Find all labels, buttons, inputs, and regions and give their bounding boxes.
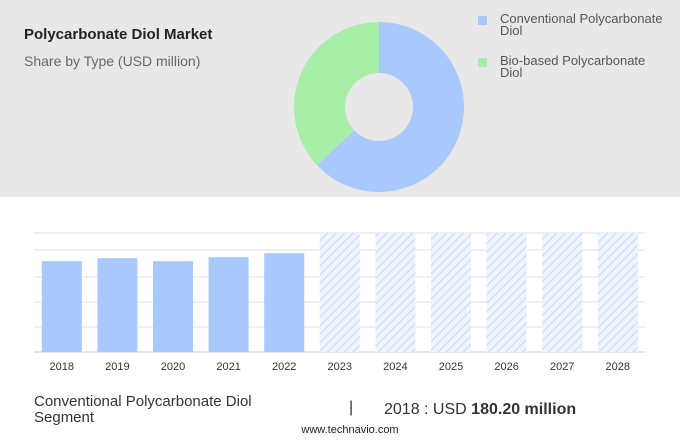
bar bbox=[97, 258, 138, 352]
x-tick-label: 2028 bbox=[606, 361, 630, 373]
forecast-placeholder bbox=[542, 233, 583, 352]
x-tick-label: 2020 bbox=[161, 361, 185, 373]
forecast-placeholder bbox=[375, 233, 416, 352]
x-tick-label: 2021 bbox=[216, 361, 240, 373]
x-tick-label: 2024 bbox=[383, 361, 407, 373]
footer-value: 2018 : USD 180.20 million bbox=[384, 401, 576, 419]
x-tick-label: 2025 bbox=[439, 361, 463, 373]
x-tick-label: 2023 bbox=[328, 361, 352, 373]
legend-swatch bbox=[478, 58, 487, 67]
legend-swatch bbox=[478, 16, 487, 25]
x-tick-label: 2026 bbox=[494, 361, 518, 373]
bar bbox=[41, 261, 82, 352]
bar bbox=[264, 253, 305, 352]
legend-label: Bio-based Polycarbonate Diol bbox=[500, 53, 646, 80]
x-tick-label: 2027 bbox=[550, 361, 574, 373]
bar bbox=[208, 257, 249, 352]
x-tick-label: 2022 bbox=[272, 361, 296, 373]
x-tick-label: 2018 bbox=[50, 361, 74, 373]
segment-label: Conventional Polycarbonate Diol Segment bbox=[34, 393, 252, 426]
source: www.technavio.com bbox=[301, 424, 399, 436]
chart-subtitle: Share by Type (USD million) bbox=[24, 53, 201, 69]
x-tick-label: 2019 bbox=[105, 361, 129, 373]
donut-slice bbox=[317, 22, 464, 192]
forecast-placeholder bbox=[431, 233, 471, 352]
year-label: 2018 : USD bbox=[384, 401, 467, 418]
chart-title: Polycarbonate Diol Market bbox=[24, 26, 213, 43]
forecast-placeholder bbox=[597, 233, 638, 352]
bar bbox=[153, 261, 193, 352]
forecast-placeholder bbox=[486, 233, 527, 352]
separator: | bbox=[349, 399, 354, 416]
legend-label: Conventional Polycarbonate Diol bbox=[500, 11, 663, 38]
donut-slice bbox=[294, 22, 379, 166]
value-label: 180.20 million bbox=[471, 401, 577, 418]
forecast-placeholder bbox=[319, 233, 360, 352]
